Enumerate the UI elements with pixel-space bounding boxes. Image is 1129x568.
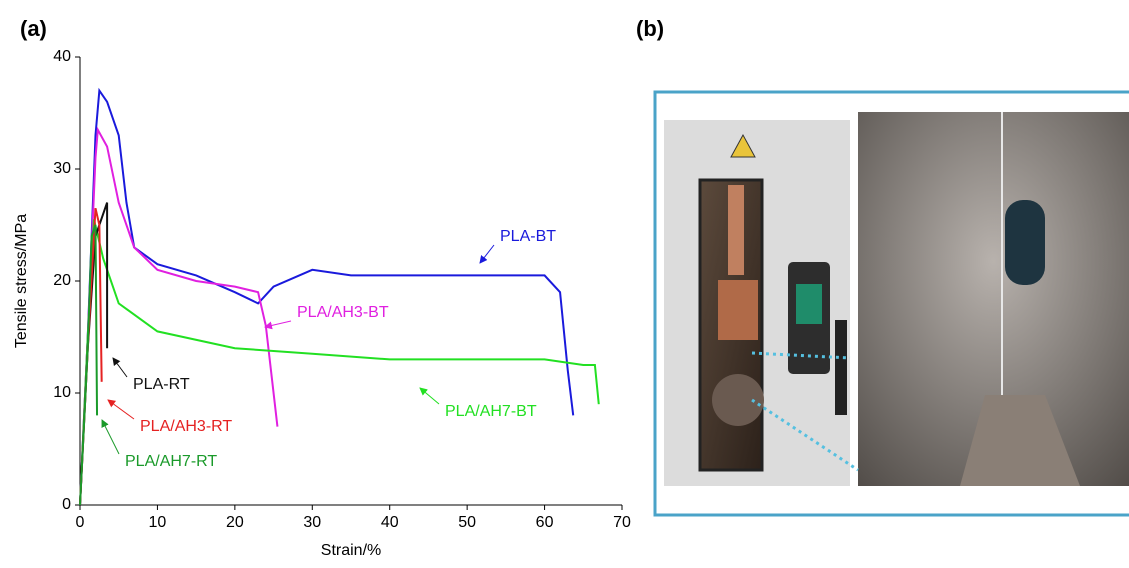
handle [835,320,847,415]
x-tick-label: 70 [613,514,631,531]
label-arrow [479,244,495,264]
window [1005,200,1045,285]
label-arrow [107,399,135,420]
x-tick-label: 30 [303,514,321,531]
display [796,284,822,324]
x-tick-label: 50 [458,514,476,531]
warning-sign [730,133,756,158]
label-arrow [101,419,120,455]
plot-area [80,57,622,505]
series-line [79,224,99,506]
label-arrow [419,387,440,405]
series-line [79,87,575,506]
x-tick-label: 10 [149,514,167,531]
callout [751,398,859,472]
grip [718,280,758,340]
x-tick-label: 60 [536,514,554,531]
x-tick-label: 20 [226,514,244,531]
panel-label: (b) [636,16,664,41]
y-tick-label: 10 [53,384,71,401]
clamp [960,395,1080,486]
series-label: PLA/AH3-BT [297,304,389,321]
x-tick-label: 0 [76,514,85,531]
y-tick-label: 30 [53,160,71,177]
series-label: PLA/AH7-BT [445,403,537,420]
label-arrow [264,320,292,330]
photo [653,90,1129,517]
panel-label: (a) [20,16,47,41]
grip [728,185,744,275]
y-tick-label: 20 [53,272,71,289]
callout [751,351,851,360]
series-line [79,126,279,506]
series-label: PLA/AH3-RT [140,418,232,435]
grip [712,374,764,426]
series-label: PLA/AH7-RT [125,453,217,470]
y-tick-label: 40 [53,48,71,65]
x-tick-label: 40 [381,514,399,531]
x-axis-label: Strain/% [321,542,381,559]
label-arrow [112,357,128,378]
y-axis-label: Tensile stress/MPa [13,214,30,348]
y-tick-label: 0 [62,496,71,513]
series-label: PLA-BT [500,228,556,245]
series-label: PLA-RT [133,376,190,393]
